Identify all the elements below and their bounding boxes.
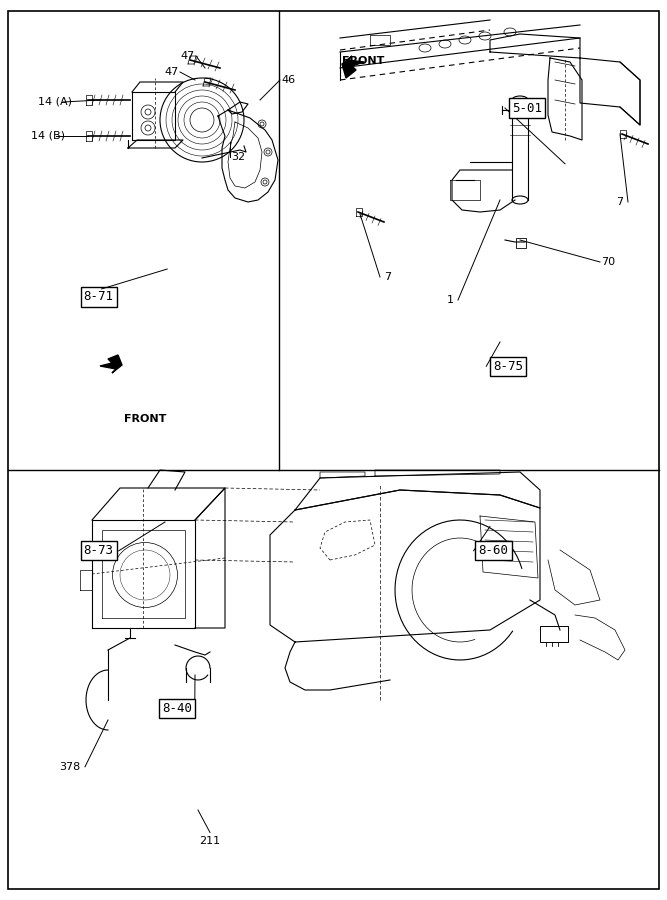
Text: 1: 1	[446, 295, 454, 305]
Text: 8-40: 8-40	[162, 702, 191, 715]
Bar	[516, 238, 526, 248]
Text: 378: 378	[59, 761, 81, 772]
Text: 7: 7	[384, 272, 392, 282]
Text: 47: 47	[181, 51, 195, 61]
Text: FRONT: FRONT	[124, 414, 166, 425]
Bar	[540, 626, 568, 642]
Text: 70: 70	[601, 257, 615, 267]
Text: 5-01: 5-01	[512, 102, 542, 114]
Text: 211: 211	[199, 836, 221, 847]
Text: 8-60: 8-60	[479, 544, 508, 557]
Polygon shape	[342, 56, 364, 78]
Ellipse shape	[512, 196, 528, 204]
Text: 7: 7	[616, 197, 624, 207]
Text: 8-71: 8-71	[84, 291, 113, 303]
Polygon shape	[100, 355, 122, 373]
Text: 8-75: 8-75	[494, 360, 523, 373]
Text: 46: 46	[281, 75, 295, 85]
Text: 14 (B): 14 (B)	[31, 131, 65, 141]
Text: FRONT: FRONT	[342, 56, 385, 67]
Text: 8-73: 8-73	[84, 544, 113, 557]
Ellipse shape	[512, 96, 528, 104]
Text: 47: 47	[165, 67, 179, 77]
Text: 14 (A): 14 (A)	[38, 97, 72, 107]
Text: 32: 32	[231, 152, 245, 162]
